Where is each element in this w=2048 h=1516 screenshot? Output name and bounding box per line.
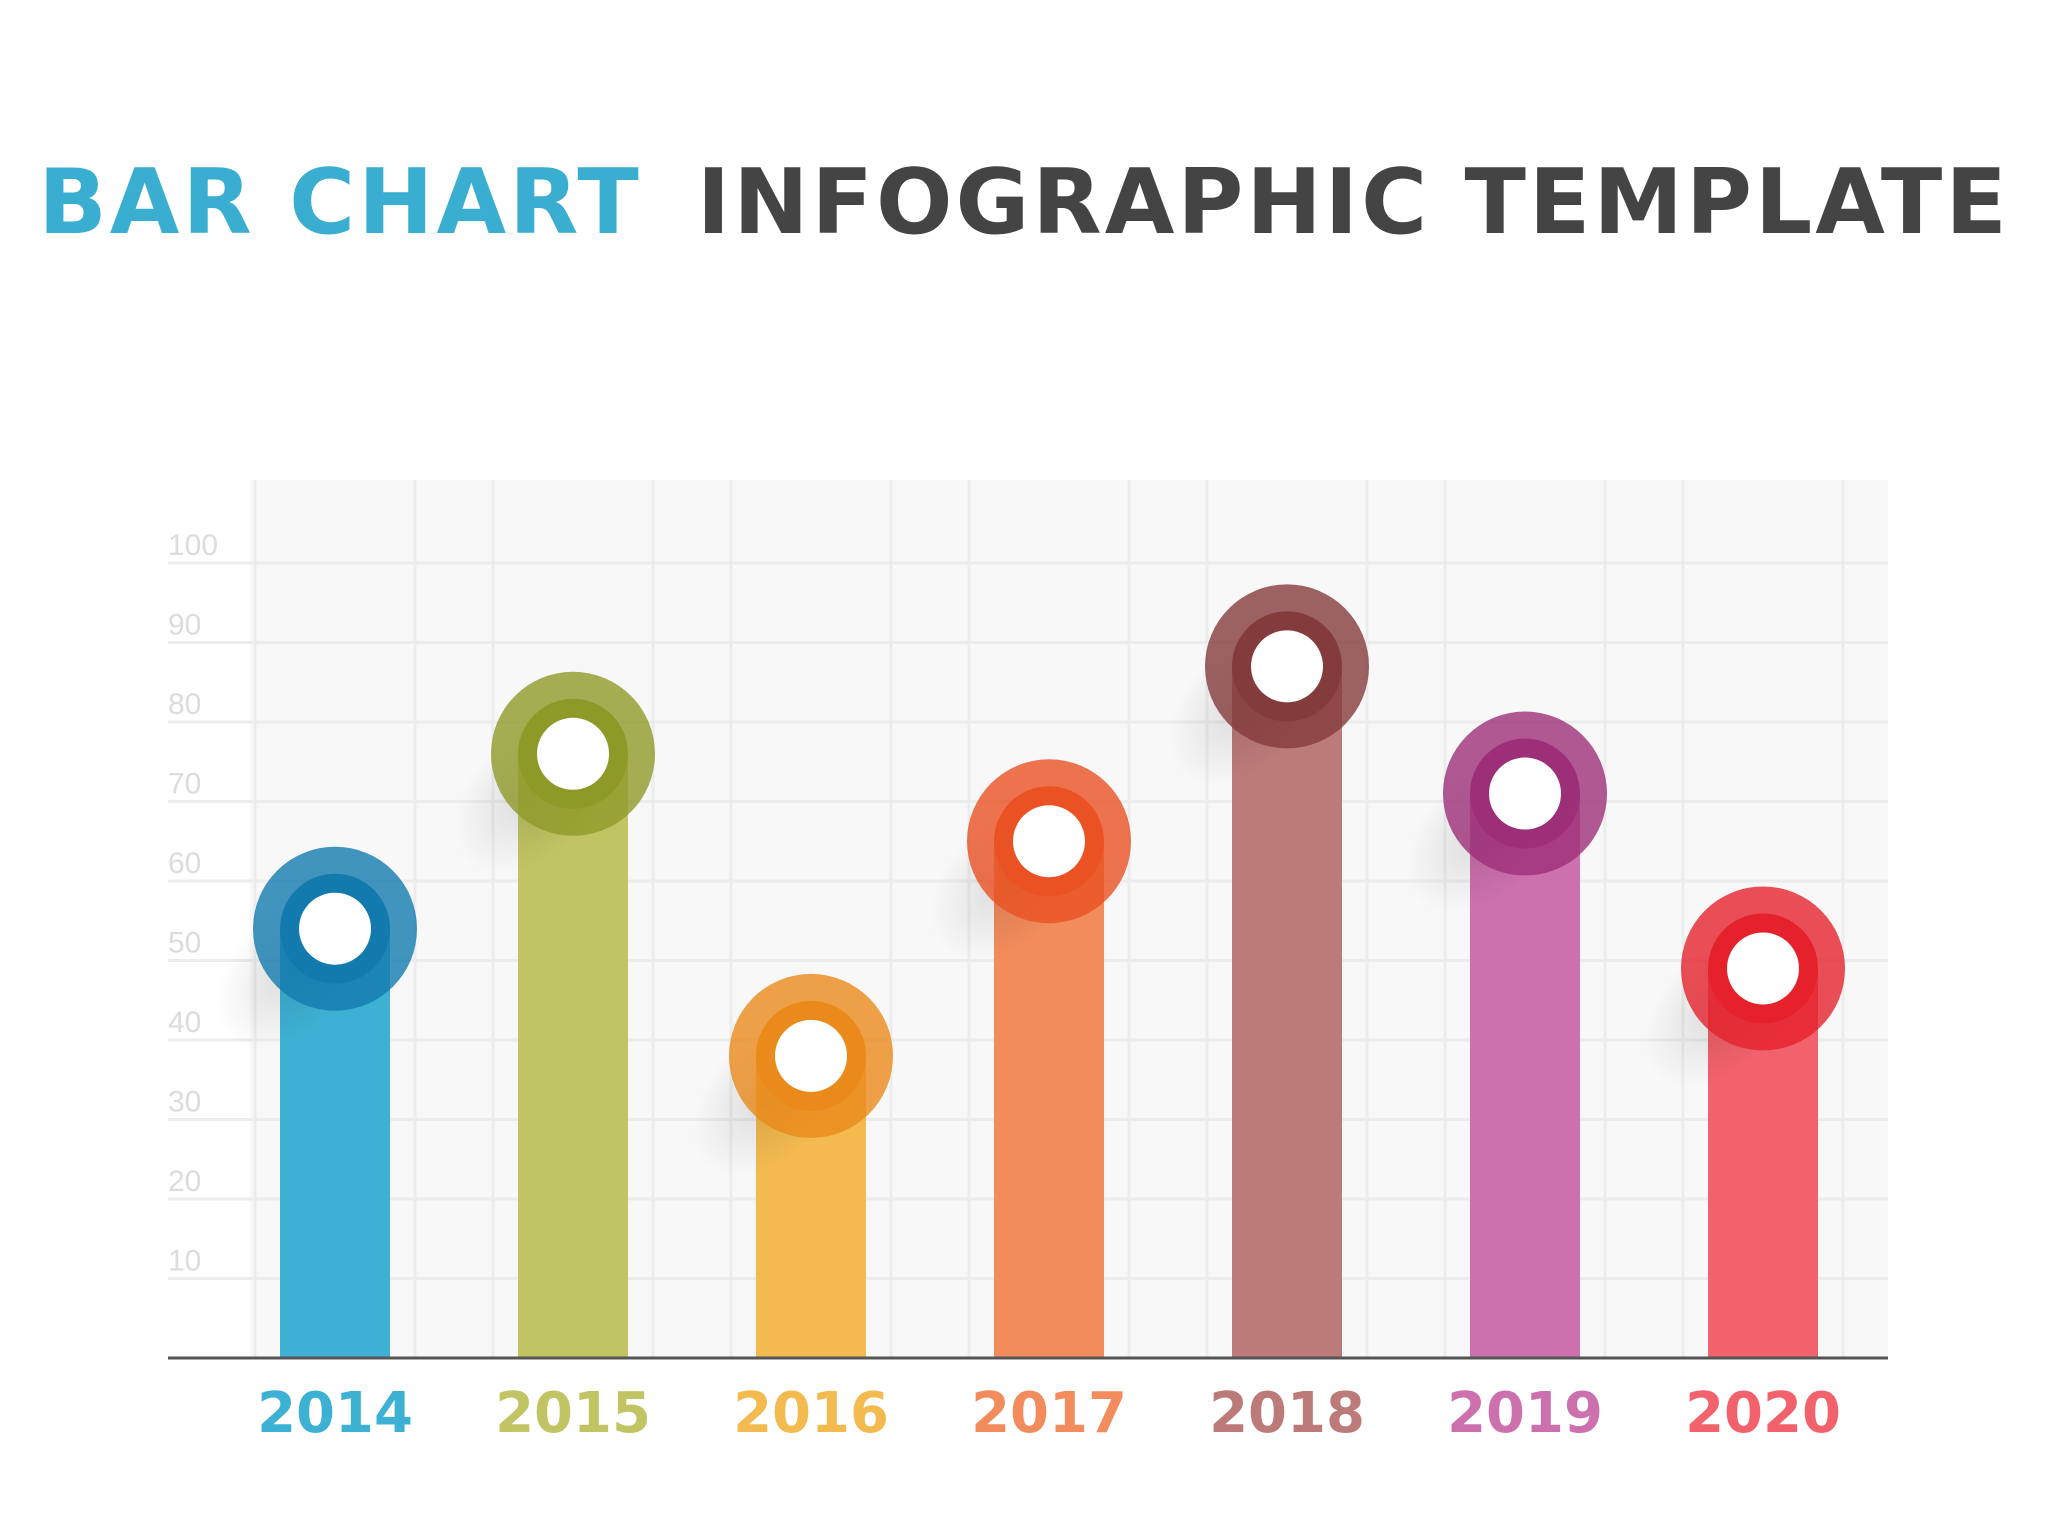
x-tick-label: 2019 xyxy=(1447,1381,1603,1446)
bar-2017 xyxy=(929,759,1131,1358)
x-axis: 2014 2015 2016 2017 2018 2019 2020 xyxy=(168,1356,1888,1446)
marker-white-dot xyxy=(1013,805,1085,878)
x-tick-label: 2020 xyxy=(1685,1381,1841,1446)
y-tick-label: 10 xyxy=(168,1245,201,1278)
x-tick-label: 2016 xyxy=(733,1381,889,1446)
marker-white-dot xyxy=(1727,932,1799,1005)
bar-2015 xyxy=(453,671,655,1358)
title-main: INFOGRAPHIC TEMPLATE xyxy=(696,150,2010,255)
title-accent: BAR CHART xyxy=(38,150,642,255)
bar-2016 xyxy=(691,973,893,1358)
x-tick-label: 2015 xyxy=(495,1381,651,1446)
marker-white-dot xyxy=(775,1019,847,1092)
bar-2020 xyxy=(1643,886,1845,1358)
bar-2018 xyxy=(1167,584,1369,1358)
y-tick-label: 50 xyxy=(168,927,201,960)
y-tick-label: 90 xyxy=(168,609,201,642)
bar xyxy=(1232,666,1342,1358)
marker-white-dot xyxy=(1251,630,1323,703)
y-tick-label: 70 xyxy=(168,768,201,801)
y-tick-label: 20 xyxy=(168,1165,201,1198)
bars xyxy=(215,584,1845,1358)
x-tick-label: 2018 xyxy=(1209,1381,1365,1446)
y-tick-label: 80 xyxy=(168,688,201,721)
marker-white-dot xyxy=(299,892,371,965)
marker-white-dot xyxy=(1489,757,1561,830)
y-axis: 10 20 30 40 50 60 70 80 90 100 xyxy=(168,529,218,1278)
y-tick-label: 30 xyxy=(168,1086,201,1119)
y-tick-label: 100 xyxy=(168,529,218,562)
chart-title: BAR CHART INFOGRAPHIC TEMPLATE xyxy=(0,150,2048,255)
x-tick-label: 2014 xyxy=(257,1381,413,1446)
y-tick-label: 60 xyxy=(168,847,201,880)
bar-2014 xyxy=(215,846,417,1358)
y-tick-label: 40 xyxy=(168,1006,201,1039)
marker-white-dot xyxy=(537,717,609,790)
x-tick-label: 2017 xyxy=(971,1381,1127,1446)
bar-2019 xyxy=(1405,711,1607,1358)
